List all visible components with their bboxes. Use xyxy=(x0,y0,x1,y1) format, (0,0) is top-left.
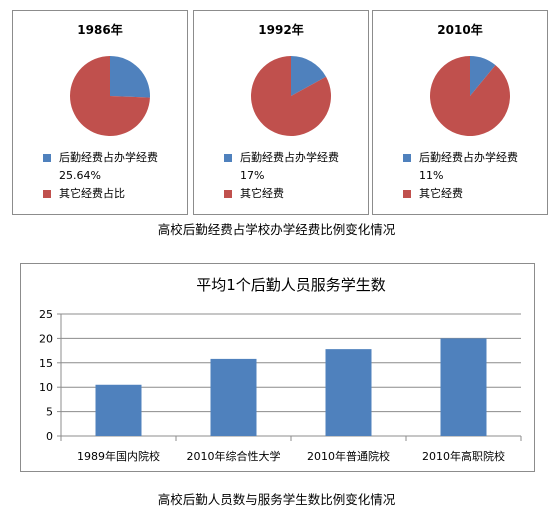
y-tick-label: 0 xyxy=(46,430,53,443)
bar-chart-panel: 平均1个后勤人员服务学生数 0 5 10 15 20 25 1989年国内院校 2010年综合性… xyxy=(20,263,535,472)
pie-group-caption: 高校后勤经费占学校办学经费比例变化情况 xyxy=(157,222,396,237)
data-label: 11% xyxy=(403,167,518,185)
y-tick-label: 25 xyxy=(39,308,53,321)
pie-chart xyxy=(430,56,510,136)
legend-swatch xyxy=(224,154,232,162)
bar-chart-title: 平均1个后勤人员服务学生数 xyxy=(196,276,386,294)
bar xyxy=(440,338,487,436)
legend-label: 其它经费 xyxy=(240,187,284,200)
pie-panel-1986: 1986年 后勤经费占办学经费 25.64% 其它经费占比 xyxy=(12,10,188,215)
pie-slice-other xyxy=(430,56,510,136)
y-tick-label: 15 xyxy=(39,357,53,370)
x-tick-label: 2010年高职院校 xyxy=(422,449,505,463)
y-tick-label: 10 xyxy=(39,381,53,394)
y-tick-label: 5 xyxy=(46,406,53,419)
legend-item-other: 其它经费 xyxy=(403,185,518,203)
legend-swatch xyxy=(43,154,51,162)
pie-chart xyxy=(70,56,150,136)
data-label: 17% xyxy=(224,167,339,185)
pie-legend: 后勤经费占办学经费 11% 其它经费 xyxy=(403,149,518,203)
legend-swatch xyxy=(43,190,51,198)
y-tick-label: 20 xyxy=(39,332,53,345)
pie-legend: 后勤经费占办学经费 25.64% 其它经费占比 xyxy=(43,149,158,203)
pie-slice-other xyxy=(70,56,150,136)
legend-label: 后勤经费占办学经费 xyxy=(419,151,518,164)
legend-label: 其它经费占比 xyxy=(59,187,125,200)
pie-slice-logistics xyxy=(291,56,327,96)
bar-caption: 高校后勤人员数与服务学生数比例变化情况 xyxy=(157,492,396,507)
pie-title: 1992年 xyxy=(258,23,304,37)
legend-label: 后勤经费占办学经费 xyxy=(240,151,339,164)
legend-swatch xyxy=(403,190,411,198)
data-label: 25.64% xyxy=(43,167,158,185)
legend-swatch xyxy=(403,154,411,162)
legend-item-logistics: 后勤经费占办学经费 xyxy=(224,149,339,167)
pie-legend: 后勤经费占办学经费 17% 其它经费 xyxy=(224,149,339,203)
x-tick-label: 1989年国内院校 xyxy=(77,449,160,463)
pie-panel-1992: 1992年 后勤经费占办学经费 17% 其它经费 xyxy=(193,10,369,215)
legend-item-other: 其它经费 xyxy=(224,185,339,203)
x-tick-label: 2010年综合性大学 xyxy=(187,449,281,463)
pie-slice-other xyxy=(251,56,331,136)
pie-panel-2010: 2010年 后勤经费占办学经费 11% 其它经费 xyxy=(372,10,548,215)
legend-label: 其它经费 xyxy=(419,187,463,200)
legend-item-other: 其它经费占比 xyxy=(43,185,158,203)
slice-value-label: 11% xyxy=(419,169,444,182)
bar xyxy=(210,358,257,436)
legend-label: 后勤经费占办学经费 xyxy=(59,151,158,164)
pie-slice-logistics xyxy=(470,56,496,96)
legend-item-logistics: 后勤经费占办学经费 xyxy=(403,149,518,167)
bar-chart: 平均1个后勤人员服务学生数 0 5 10 15 20 25 1989年国内院校 2010年综合性… xyxy=(39,276,522,463)
x-tick-label: 2010年普通院校 xyxy=(307,449,390,463)
slice-value-label: 25.64% xyxy=(59,169,101,182)
legend-swatch xyxy=(224,190,232,198)
bar xyxy=(325,349,372,436)
pie-slice-logistics xyxy=(110,56,150,98)
bar xyxy=(95,384,142,436)
slice-value-label: 17% xyxy=(240,169,265,182)
pie-title: 2010年 xyxy=(437,23,483,37)
pie-title: 1986年 xyxy=(77,23,123,37)
legend-item-logistics: 后勤经费占办学经费 xyxy=(43,149,158,167)
pie-chart xyxy=(251,56,331,136)
